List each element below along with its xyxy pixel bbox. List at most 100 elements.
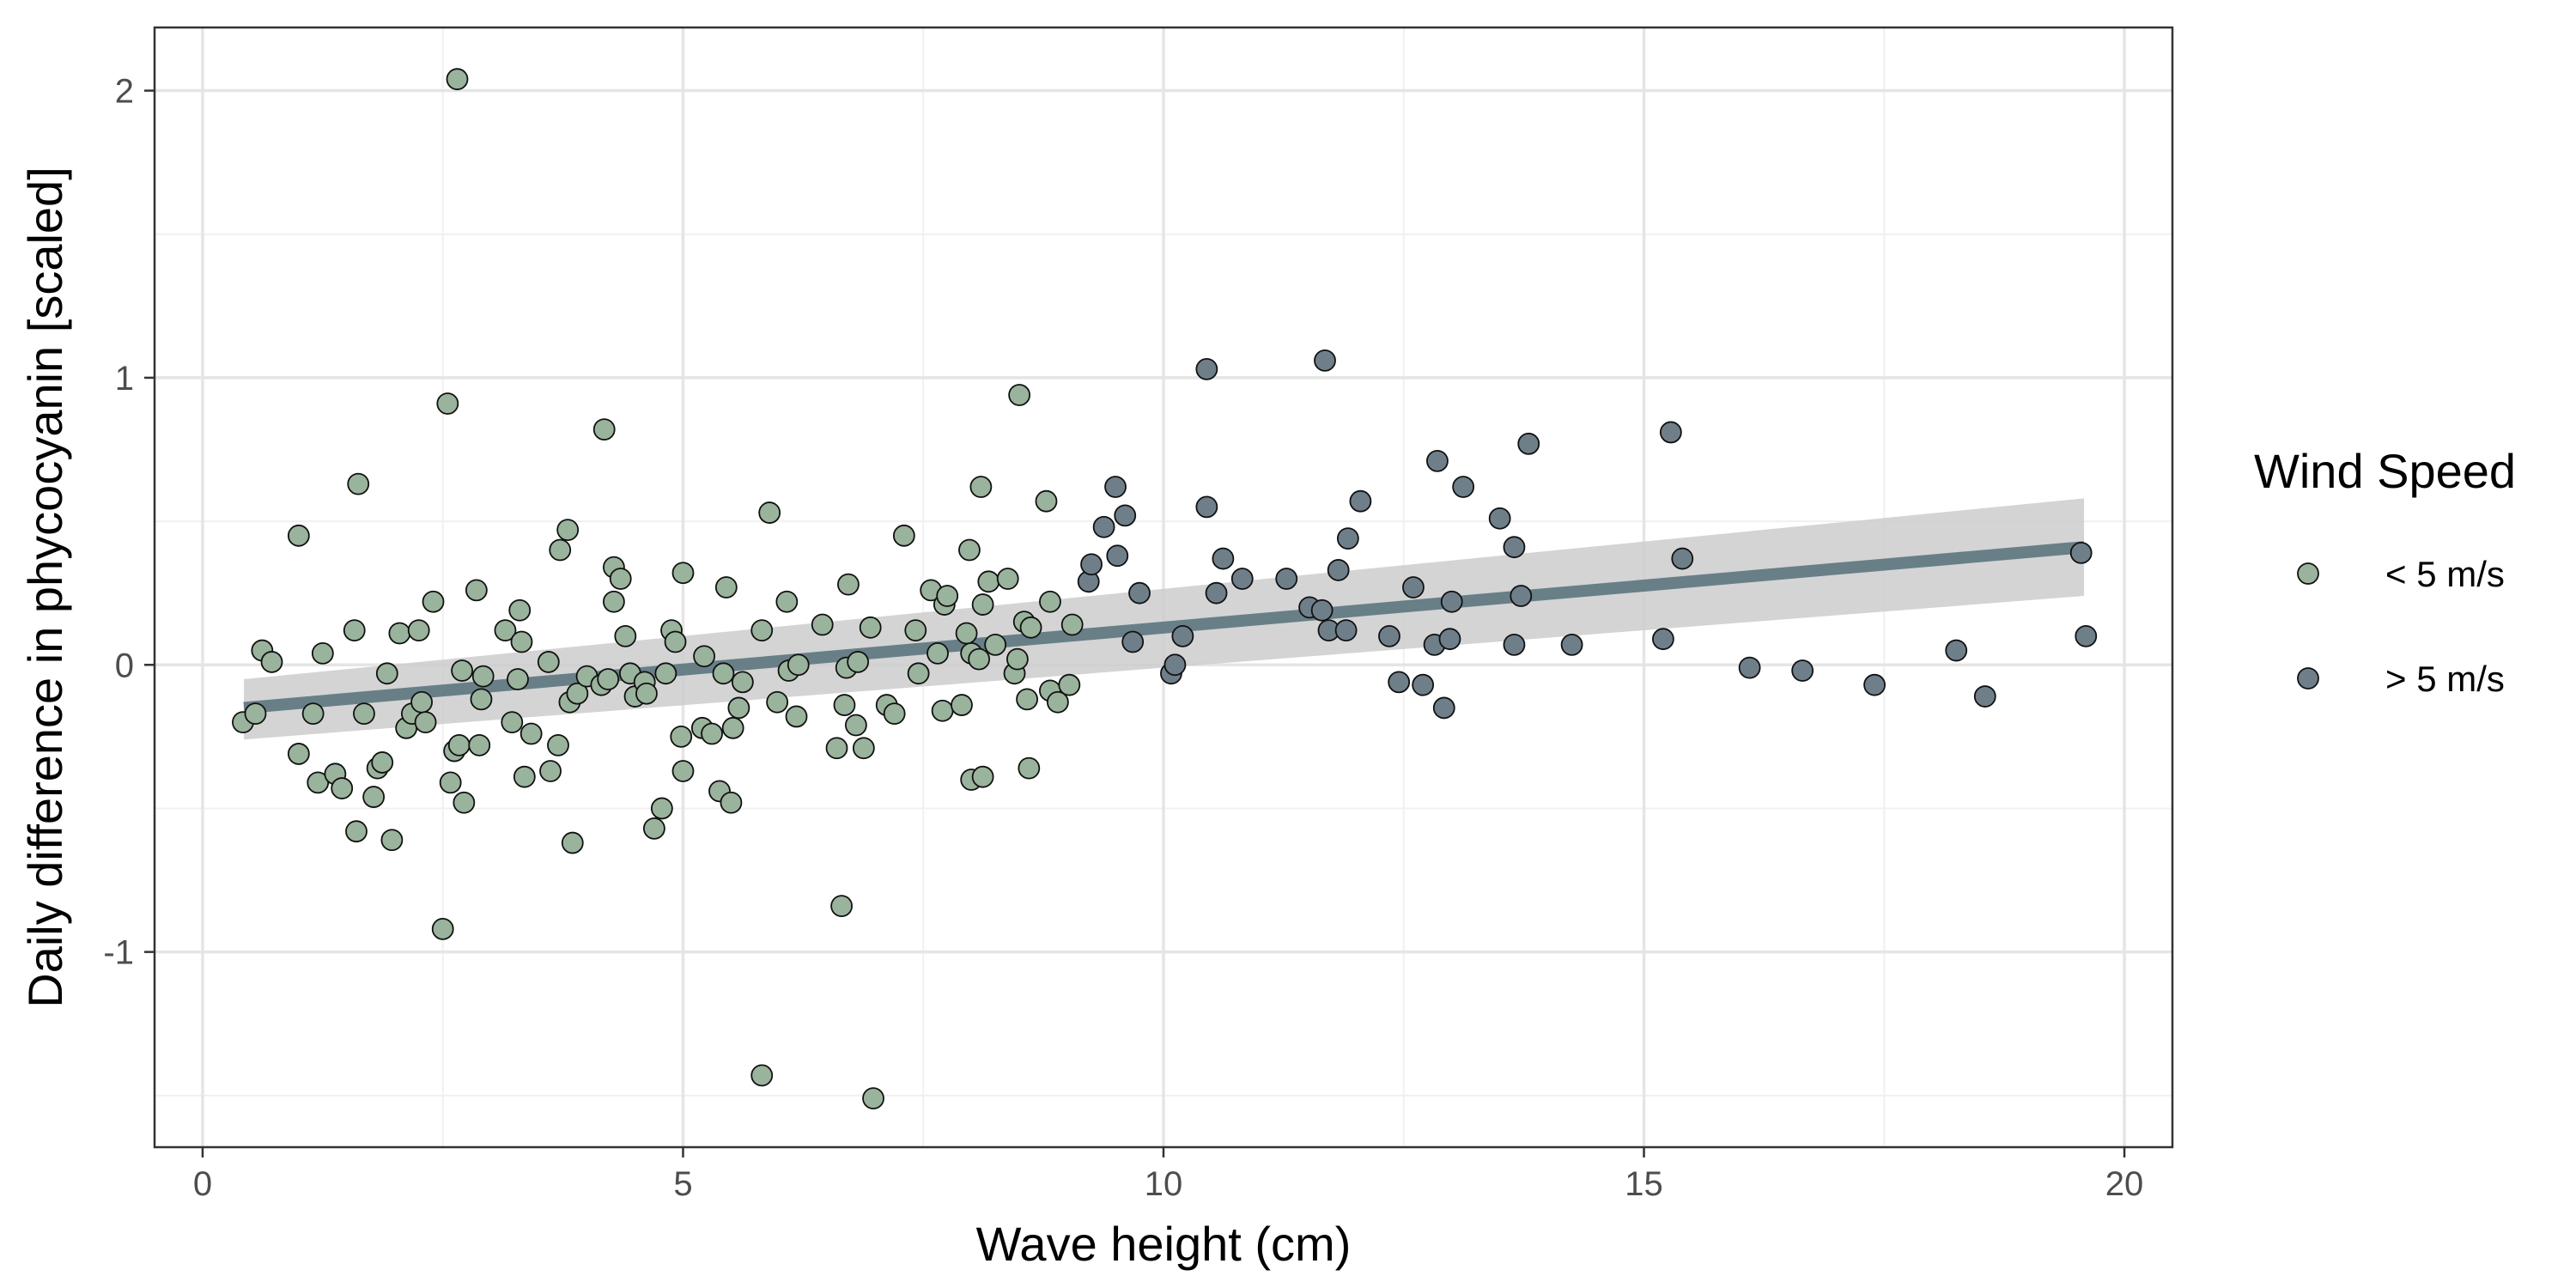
data-point-low-wind	[513, 765, 536, 788]
data-point-high-wind	[1659, 421, 1682, 444]
data-point-low-wind	[845, 714, 867, 737]
data-point-low-wind	[859, 616, 882, 639]
confidence-band	[244, 498, 2085, 740]
data-point-low-wind	[439, 771, 462, 794]
data-point-low-wind	[931, 699, 954, 722]
data-point-low-wind	[471, 665, 495, 688]
data-point-high-wind	[1973, 685, 1996, 708]
data-point-high-wind	[1452, 476, 1475, 498]
data-point-low-wind	[958, 538, 981, 562]
data-point-low-wind	[927, 642, 949, 665]
data-point-low-wind	[345, 820, 368, 843]
data-point-high-wind	[1314, 349, 1336, 372]
data-point-high-wind	[1349, 489, 1372, 513]
data-point-low-wind	[353, 702, 375, 726]
data-point-low-wind	[955, 622, 978, 645]
y-tick-label: -1	[103, 934, 134, 972]
data-point-low-wind	[701, 722, 723, 745]
data-point-high-wind	[1402, 576, 1425, 598]
data-point-low-wind	[1008, 384, 1031, 406]
data-point-high-wind	[1388, 671, 1411, 694]
data-point-low-wind	[670, 725, 693, 748]
legend-key	[2297, 667, 2319, 690]
data-point-low-wind	[422, 590, 445, 613]
data-point-low-wind	[549, 538, 572, 562]
data-point-high-wind	[1426, 449, 1449, 472]
data-point-low-wind	[1047, 690, 1069, 714]
data-point-high-wind	[1195, 495, 1218, 519]
data-point-low-wind	[566, 682, 589, 705]
data-point-low-wind	[1058, 673, 1081, 696]
data-point-low-wind	[446, 68, 469, 91]
data-point-low-wind	[968, 647, 991, 671]
data-point-low-wind	[904, 619, 927, 642]
data-point-low-wind	[837, 573, 860, 596]
data-point-low-wind	[1060, 613, 1084, 636]
data-point-low-wind	[847, 651, 870, 673]
data-point-low-wind	[811, 613, 834, 636]
data-point-low-wind	[833, 694, 856, 716]
confidence-band-layer	[244, 498, 2085, 740]
data-point-low-wind	[1035, 489, 1058, 513]
data-point-low-wind	[614, 624, 637, 647]
data-point-low-wind	[609, 568, 632, 590]
data-point-low-wind	[414, 711, 437, 734]
data-point-low-wind	[556, 519, 580, 542]
x-tick-label: 15	[1625, 1165, 1663, 1203]
data-point-low-wind	[287, 743, 310, 765]
data-point-low-wind	[407, 619, 430, 642]
data-point-low-wind	[775, 590, 799, 613]
data-point-high-wind	[1438, 628, 1461, 651]
legend-label: < 5 m/s	[2385, 554, 2505, 594]
data-point-high-wind	[1503, 536, 1526, 559]
legend: Wind Speed < 5 m/s > 5 m/s	[2254, 444, 2516, 699]
data-point-high-wind	[1121, 630, 1145, 653]
data-point-low-wind	[720, 791, 743, 814]
data-point-low-wind	[431, 917, 454, 940]
data-point-high-wind	[1195, 357, 1218, 380]
data-point-low-wind	[519, 722, 543, 745]
legend-key	[2297, 562, 2319, 585]
data-point-low-wind	[465, 579, 488, 602]
data-point-low-wind	[451, 659, 473, 682]
data-point-low-wind	[727, 696, 750, 720]
data-point-low-wind	[307, 771, 330, 794]
data-point-low-wind	[712, 662, 735, 685]
data-point-high-wind	[1128, 581, 1151, 605]
data-point-low-wind	[447, 733, 471, 756]
data-point-high-wind	[2069, 541, 2093, 564]
data-point-low-wind	[436, 392, 459, 415]
data-point-high-wind	[1205, 581, 1228, 605]
data-point-low-wind	[825, 737, 848, 760]
data-point-high-wind	[1336, 527, 1359, 550]
data-point-high-wind	[1791, 659, 1814, 682]
y-axis-ticks: -1 0 1 2	[103, 73, 155, 972]
data-point-high-wind	[1092, 515, 1115, 538]
legend-label: > 5 m/s	[2385, 659, 2505, 699]
data-point-low-wind	[977, 570, 1000, 593]
data-point-high-wind	[1412, 673, 1435, 696]
data-point-low-wind	[830, 895, 854, 918]
data-point-low-wind	[883, 702, 906, 726]
data-point-high-wind	[1378, 624, 1400, 647]
y-tick-label: 2	[115, 73, 134, 111]
data-point-low-wind	[1019, 616, 1042, 639]
data-point-low-wind	[510, 630, 533, 653]
data-point-low-wind	[287, 524, 310, 547]
data-point-low-wind	[603, 590, 625, 613]
x-axis-ticks: 0 5 10 15 20	[193, 1147, 2143, 1203]
data-point-low-wind	[951, 694, 973, 716]
data-point-low-wind	[561, 831, 584, 854]
data-point-high-wind	[1510, 585, 1533, 607]
data-point-low-wind	[244, 702, 267, 726]
data-point-high-wind	[1503, 633, 1526, 656]
data-point-low-wind	[362, 786, 386, 808]
data-point-low-wind	[1006, 647, 1029, 671]
x-tick-label: 20	[2105, 1165, 2144, 1203]
data-point-high-wind	[1432, 696, 1455, 720]
data-point-high-wind	[1114, 504, 1137, 527]
data-point-low-wind	[1018, 756, 1041, 780]
x-tick-label: 10	[1145, 1165, 1183, 1203]
data-point-low-wind	[785, 705, 808, 728]
